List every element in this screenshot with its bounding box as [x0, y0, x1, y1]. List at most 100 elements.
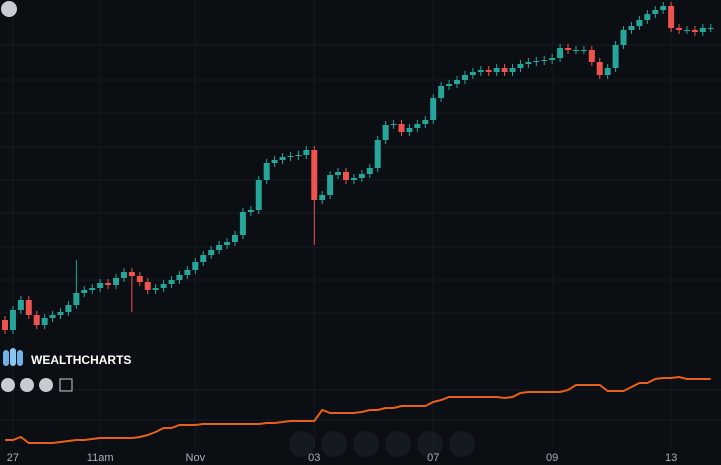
candle-body [9, 310, 16, 330]
candle-body [176, 275, 183, 280]
x-tick-label: 27 [7, 452, 19, 464]
candle-body [620, 30, 627, 45]
candle-body [533, 61, 540, 62]
x-tick-label: 11am [87, 452, 114, 464]
candle-body [271, 160, 278, 163]
candle-body [295, 155, 302, 156]
candle-body [390, 124, 397, 125]
candle-body [612, 45, 619, 68]
candle-body [311, 150, 318, 200]
candle-body [89, 288, 96, 290]
candle-body [350, 178, 357, 180]
candle-body [57, 312, 64, 315]
candle-body [588, 50, 595, 62]
button[interactable] [1, 378, 15, 392]
candle-body [517, 64, 524, 68]
candle-body [446, 84, 453, 86]
candle-body [41, 318, 48, 325]
candle-body [580, 50, 587, 51]
candle-body [414, 124, 421, 128]
candle-body [636, 20, 643, 26]
button[interactable] [59, 378, 73, 392]
candle-body [81, 290, 88, 293]
candle-body [501, 68, 508, 72]
candle-body [152, 288, 159, 290]
candle-body [683, 30, 690, 31]
candle-body [438, 86, 445, 98]
candle-body [676, 28, 683, 30]
candle-body [596, 62, 603, 75]
candle-body [239, 212, 246, 235]
candle-body [557, 48, 564, 58]
candle-body [335, 172, 342, 175]
candle-body [644, 14, 651, 20]
candle-body [327, 175, 334, 195]
candle-body [303, 150, 310, 155]
candle-body [105, 283, 112, 285]
toolbar [289, 431, 475, 457]
button[interactable] [39, 378, 53, 392]
x-tick-label: 13 [665, 452, 677, 464]
candle-body [17, 300, 24, 310]
pane-controls [1, 378, 73, 392]
x-tick-label: 07 [427, 452, 439, 464]
candle-body [113, 278, 120, 285]
candle-body [168, 280, 175, 284]
candle-body [461, 75, 468, 80]
candle-body [192, 262, 199, 270]
candle-body [652, 10, 659, 14]
candle-body [509, 68, 516, 72]
candle-body [406, 128, 413, 132]
candle-body [97, 283, 104, 288]
x-tick-label: 03 [308, 452, 320, 464]
candle-body [572, 50, 579, 51]
candle-body [255, 180, 262, 210]
candle-body [231, 235, 238, 242]
settings-icon[interactable] [1, 1, 17, 17]
candle-body [49, 315, 56, 318]
candle-body [691, 30, 698, 32]
x-tick-label: 09 [546, 452, 558, 464]
candle-body [565, 48, 572, 50]
candle-body [136, 276, 143, 282]
candle-body [279, 157, 286, 160]
candle-body [247, 210, 254, 212]
candle-body [120, 272, 127, 278]
candle-body [707, 28, 714, 29]
candle-body [144, 282, 151, 290]
candle-body [493, 68, 500, 72]
candle-body [430, 98, 437, 120]
candle-body [342, 172, 349, 180]
candle-body [33, 315, 40, 325]
candle-body [366, 168, 373, 174]
candle-body [287, 156, 294, 157]
candle-body [477, 70, 484, 72]
candle-body [216, 245, 223, 250]
candle-body [454, 80, 461, 84]
candle-body [65, 305, 72, 312]
candle-body [358, 174, 365, 178]
candle-body [263, 163, 270, 180]
grid [0, 44, 721, 421]
candle-body [422, 120, 429, 124]
candle-body [128, 272, 135, 276]
candle-body [208, 250, 215, 255]
candle-body [660, 6, 667, 10]
candle-body [668, 6, 675, 28]
candle-body [374, 140, 381, 168]
candle-body [525, 62, 532, 64]
candle-body [25, 300, 32, 315]
candle-body [2, 320, 8, 330]
button[interactable] [20, 378, 34, 392]
candle-body [73, 293, 80, 305]
candle-body [184, 270, 191, 275]
candle-body [628, 26, 635, 30]
candle-body [382, 125, 389, 140]
candle-body [160, 284, 167, 288]
candle-body [541, 60, 548, 61]
candle-body [699, 28, 706, 32]
candle-body [469, 72, 476, 75]
candle-body [485, 70, 492, 72]
